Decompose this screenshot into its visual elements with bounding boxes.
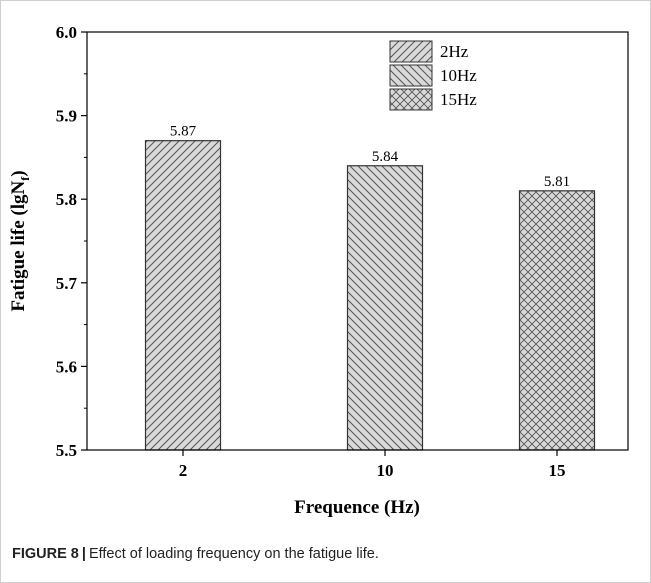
bar-data-label: 5.87 bbox=[170, 124, 197, 140]
figure-caption: FIGURE 8 | Effect of loading frequency on … bbox=[12, 546, 379, 562]
legend-swatch bbox=[389, 40, 433, 63]
y-tick-label: 5.9 bbox=[56, 107, 77, 126]
bar bbox=[346, 165, 424, 451]
bars bbox=[144, 140, 596, 451]
caption-text: Effect of loading frequency on the fatig… bbox=[88, 546, 379, 562]
x-tick-label: 2 bbox=[179, 461, 188, 480]
x-tick-label: 10 bbox=[377, 461, 394, 480]
legend-swatch bbox=[389, 88, 433, 111]
bar-chart: 5.5 5.6 5.7 5.8 5.9 6.0 2 10 15 5.87 5.84 5.81 2Hz… bbox=[8, 23, 629, 518]
y-axis-label-close: ) bbox=[8, 170, 29, 176]
legend: 2Hz 10Hz 15Hz bbox=[389, 40, 477, 111]
data-labels: 5.87 5.84 5.81 bbox=[170, 124, 570, 190]
x-tick-label: 15 bbox=[549, 461, 566, 480]
legend-swatch bbox=[389, 64, 433, 87]
y-tick-label: 6.0 bbox=[56, 23, 77, 42]
bar-data-label: 5.81 bbox=[544, 174, 570, 190]
bar bbox=[144, 140, 222, 451]
x-axis-label: Frequence (Hz) bbox=[294, 497, 420, 518]
bar-data-label: 5.84 bbox=[372, 149, 399, 165]
bar bbox=[518, 190, 596, 451]
caption-separator: | bbox=[81, 546, 86, 562]
y-tick-label: 5.5 bbox=[56, 441, 77, 460]
legend-label: 15Hz bbox=[440, 90, 477, 109]
y-tick-label: 5.7 bbox=[56, 274, 78, 293]
caption-label: FIGURE 8 bbox=[12, 546, 79, 562]
legend-label: 2Hz bbox=[440, 42, 469, 61]
plot-frame bbox=[86, 31, 629, 451]
legend-label: 10Hz bbox=[440, 66, 477, 85]
axis-ticks: 5.5 5.6 5.7 5.8 5.9 6.0 2 10 15 bbox=[56, 23, 566, 480]
y-axis-label-sub: f bbox=[18, 176, 32, 181]
y-tick-label: 5.6 bbox=[56, 357, 77, 376]
y-axis-label: Fatigue life (lgNf) bbox=[8, 170, 32, 311]
y-tick-label: 5.8 bbox=[56, 190, 77, 209]
y-axis-label-main: Fatigue life (lgN bbox=[8, 180, 29, 311]
